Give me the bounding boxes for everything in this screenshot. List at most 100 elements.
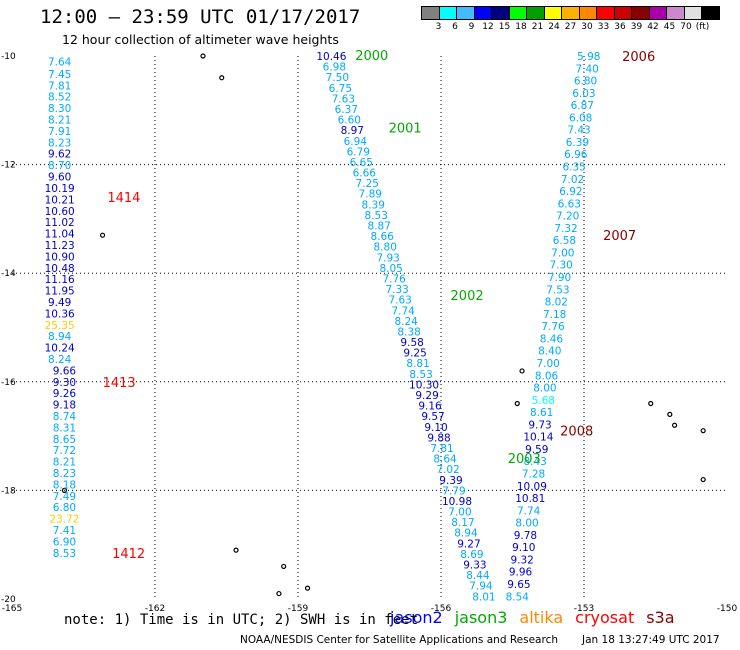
legend-label: 9 bbox=[468, 22, 475, 32]
y-tick-label: -18 bbox=[1, 486, 16, 496]
legend-label: 21 bbox=[531, 22, 544, 32]
swh-value: 10.30 bbox=[409, 379, 439, 391]
swh-value: 7.43 bbox=[567, 125, 590, 137]
legend-swatch bbox=[701, 6, 720, 20]
swh-value: 7.53 bbox=[546, 284, 569, 296]
map-title: 12:00 – 23:59 UTC 01/17/2017 bbox=[40, 6, 361, 28]
legend-label: 12 bbox=[482, 22, 494, 32]
swh-value: 7.81 bbox=[48, 80, 71, 92]
y-tick-label: -14 bbox=[1, 269, 16, 279]
swh-value: 8.65 bbox=[53, 434, 76, 446]
swh-value: 11.04 bbox=[45, 229, 75, 241]
swh-value: 6.39 bbox=[566, 137, 589, 149]
satellite-jason3: jason3 bbox=[454, 608, 508, 627]
swh-value: 10.21 bbox=[45, 194, 75, 206]
legend-label: 3 bbox=[435, 22, 442, 32]
island-icon bbox=[200, 53, 206, 59]
swh-value: 10.46 bbox=[316, 51, 346, 63]
swh-value: 8.02 bbox=[545, 297, 568, 309]
legend-swatch bbox=[666, 6, 685, 20]
legend-label: 15 bbox=[498, 22, 511, 32]
satellite-s3a: s3a bbox=[646, 608, 675, 627]
swh-value: 7.20 bbox=[556, 211, 579, 223]
swh-value: 8.54 bbox=[506, 591, 530, 603]
swh-value: 8.80 bbox=[374, 242, 397, 254]
swh-value: 6.79 bbox=[347, 146, 370, 158]
legend-label: 24 bbox=[548, 22, 560, 32]
swh-value: 7.32 bbox=[554, 223, 577, 235]
swh-value: 7.74 bbox=[391, 305, 415, 317]
island-icon bbox=[667, 411, 673, 417]
island-icon bbox=[700, 476, 706, 483]
swh-value: 9.16 bbox=[418, 401, 442, 413]
swh-value: 6.35 bbox=[562, 162, 585, 174]
swh-value: 8.61 bbox=[530, 407, 553, 419]
swh-value: 8.21 bbox=[48, 115, 71, 127]
legend-swatch bbox=[473, 6, 492, 20]
swh-value: 6.75 bbox=[329, 83, 352, 95]
swh-value: 8.23 bbox=[53, 468, 76, 480]
island-icon bbox=[219, 75, 225, 81]
swh-value: 6.63 bbox=[558, 198, 581, 210]
island-icon bbox=[99, 232, 106, 238]
swh-value: 6.96 bbox=[564, 149, 588, 161]
swh-value: 7.63 bbox=[388, 295, 411, 307]
swh-value: 7.02 bbox=[436, 464, 459, 476]
time-label: 2000 bbox=[355, 49, 388, 64]
legend-swatch bbox=[421, 6, 440, 20]
swh-value: 10.60 bbox=[45, 206, 75, 218]
swh-value: 8.05 bbox=[379, 263, 402, 275]
x-tick-label: -162 bbox=[145, 604, 165, 614]
swh-value: 9.58 bbox=[400, 337, 423, 349]
legend-swatch bbox=[561, 6, 580, 20]
legend-swatch bbox=[438, 6, 457, 20]
swh-value: 7.63 bbox=[332, 93, 355, 105]
swh-value: 7.91 bbox=[48, 126, 71, 138]
swh-value: 6.90 bbox=[53, 536, 76, 548]
x-tick-label: -156 bbox=[431, 604, 452, 614]
swh-value: 9.33 bbox=[463, 560, 486, 572]
swh-value: 7.49 bbox=[53, 491, 76, 503]
legend-label: 39 bbox=[630, 22, 643, 32]
swh-value: 11.16 bbox=[45, 274, 75, 286]
swh-value: 7.02 bbox=[561, 174, 584, 186]
swh-value: 7.18 bbox=[543, 309, 566, 321]
swh-value: 9.27 bbox=[457, 538, 480, 550]
island-icon bbox=[61, 487, 68, 493]
legend-label: 30 bbox=[581, 22, 593, 32]
swh-value: 6.80 bbox=[53, 502, 76, 514]
swh-value: 8.18 bbox=[53, 479, 76, 491]
swh-value: 7.79 bbox=[442, 485, 465, 497]
swh-value: 9.62 bbox=[48, 149, 71, 161]
swh-value: 7.89 bbox=[359, 189, 382, 201]
y-tick-label: -16 bbox=[1, 378, 16, 388]
legend-label: 45 bbox=[663, 22, 676, 32]
swh-value: 6.66 bbox=[353, 168, 377, 180]
swh-value: 6.03 bbox=[572, 88, 595, 100]
swh-value: 8.53 bbox=[53, 548, 76, 560]
swh-value: 6.65 bbox=[350, 157, 373, 169]
swh-value: 8.52 bbox=[48, 92, 71, 104]
swh-value: 7.72 bbox=[53, 445, 76, 457]
swh-value: 6.60 bbox=[338, 115, 361, 127]
swh-value: 10.90 bbox=[45, 251, 75, 263]
swh-value: 6.37 bbox=[335, 104, 358, 116]
swh-value: 8.24 bbox=[48, 354, 72, 366]
swh-value: 10.24 bbox=[45, 343, 75, 355]
swh-value: 6.80 bbox=[574, 76, 597, 88]
swh-value: 7.93 bbox=[376, 252, 399, 264]
y-tick-label: -10 bbox=[1, 52, 16, 62]
swh-value: 7.81 bbox=[430, 443, 453, 455]
legend-swatch bbox=[596, 6, 615, 20]
swh-value: 10.81 bbox=[515, 493, 545, 505]
swh-value: 10.19 bbox=[45, 183, 75, 195]
swh-value: 7.41 bbox=[53, 525, 76, 537]
legend-label: 27 bbox=[564, 22, 577, 32]
swh-value: 7.45 bbox=[48, 69, 71, 81]
swh-value: 10.98 bbox=[442, 496, 472, 508]
swh-value: 11.02 bbox=[45, 217, 75, 229]
legend-swatch bbox=[683, 6, 702, 20]
legend-swatch bbox=[631, 6, 650, 20]
x-tick-label: -150 bbox=[717, 604, 738, 614]
x-tick-label: -153 bbox=[574, 604, 594, 614]
